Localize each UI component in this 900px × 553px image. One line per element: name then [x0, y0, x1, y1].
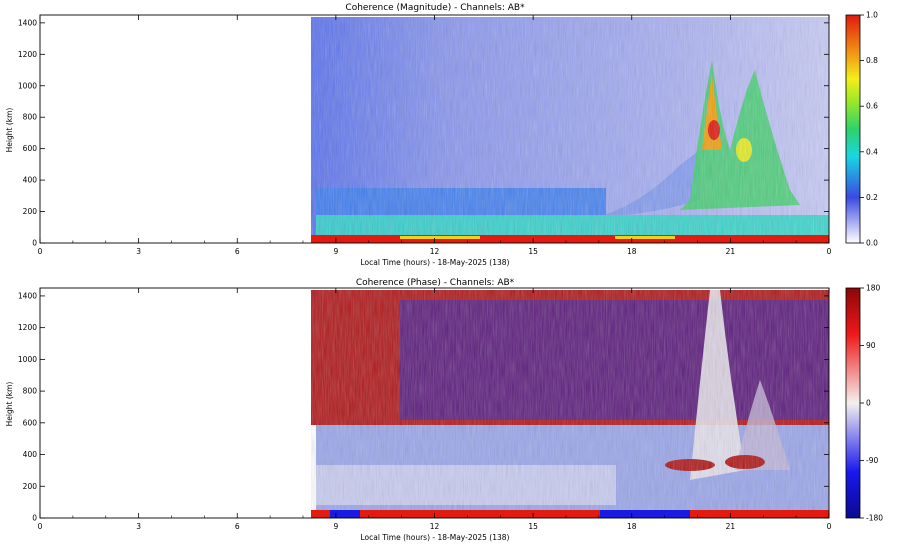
x-tick-label: 0: [827, 522, 832, 531]
x-tick-label: 9: [333, 247, 338, 256]
x-tick-label: 0: [827, 247, 832, 256]
magnitude-heatmap: [311, 17, 829, 243]
magnitude-colorbar: 0.0 0.2 0.4 0.6 0.8 1.0: [845, 11, 878, 248]
colorbar-tick-label: -180: [866, 514, 883, 523]
magnitude-title: Coherence (Magnitude) - Channels: AB*: [345, 3, 525, 13]
magnitude-ground-yellow-2: [615, 236, 675, 239]
phase-heatmap: [311, 290, 829, 518]
y-tick-label: 1400: [18, 291, 37, 300]
x-tick-label: 0: [38, 247, 43, 256]
x-tick-label: 6: [235, 247, 240, 256]
x-tick-label: 3: [136, 522, 141, 531]
x-tick-label: 15: [528, 247, 538, 256]
phase-ground-blue-2: [600, 510, 690, 518]
y-tick-label: 800: [23, 113, 38, 122]
magnitude-panel: Coherence (Magnitude) - Channels: AB* 0 3…: [5, 3, 878, 267]
phase-ground-blue-1: [330, 510, 360, 518]
magnitude-xlabel: Local Time (hours) - 18-May-2025 (138): [361, 258, 510, 267]
colorbar-tick-label: 0.0: [866, 239, 878, 248]
phase-title: Coherence (Phase) - Channels: AB*: [356, 278, 515, 288]
y-tick-label: 200: [23, 482, 38, 491]
magnitude-texture: [311, 17, 829, 235]
colorbar-tick-label: 90: [866, 341, 876, 350]
x-tick-label: 18: [627, 522, 637, 531]
x-tick-label: 15: [528, 522, 538, 531]
y-tick-label: 1200: [18, 50, 37, 59]
phase-panel: Coherence (Phase) - Channels: AB* 0 3 6 9 12…: [5, 278, 883, 542]
magnitude-ground-return: [311, 235, 829, 243]
phase-ground-return: [311, 510, 829, 518]
y-tick-label: 400: [23, 450, 38, 459]
y-tick-label: 800: [23, 387, 38, 396]
colorbar-tick-label: 180: [866, 284, 881, 293]
colorbar-tick-label: 0.2: [866, 193, 878, 202]
colorbar-tick-label: 0.4: [866, 147, 878, 156]
y-tick-label: 600: [23, 144, 38, 153]
x-tick-label: 6: [235, 522, 240, 531]
y-tick-label: 0: [32, 239, 37, 248]
x-tick-label: 3: [136, 247, 141, 256]
magnitude-ground-yellow: [400, 236, 480, 239]
y-tick-label: 600: [23, 418, 38, 427]
colorbar-tick-label: 0.6: [866, 102, 878, 111]
colorbar-tick-label: 1.0: [866, 11, 878, 20]
colorbar-tick-label: 0.8: [866, 56, 878, 65]
y-tick-label: 1000: [18, 355, 37, 364]
phase-xlabel: Local Time (hours) - 18-May-2025 (138): [361, 533, 510, 542]
x-tick-label: 12: [430, 247, 440, 256]
y-tick-label: 400: [23, 176, 38, 185]
y-tick-label: 1400: [18, 18, 37, 27]
magnitude-colorbar-ticks: 0.0 0.2 0.4 0.6 0.8 1.0: [860, 11, 878, 248]
y-tick-label: 200: [23, 207, 38, 216]
phase-texture: [311, 290, 829, 510]
x-tick-label: 12: [430, 522, 440, 531]
x-tick-label: 21: [726, 522, 736, 531]
x-tick-label: 21: [726, 247, 736, 256]
x-tick-label: 18: [627, 247, 637, 256]
phase-colorbar: -180 -90 0 90 180: [845, 284, 883, 523]
phase-colorbar-strip: [845, 287, 861, 519]
magnitude-ylabel: Height (km): [5, 108, 14, 153]
magnitude-colorbar-strip: [845, 14, 861, 244]
colorbar-tick-label: 0: [866, 399, 871, 408]
y-tick-label: 1000: [18, 81, 37, 90]
colorbar-tick-label: -90: [866, 456, 878, 465]
x-tick-label: 0: [38, 522, 43, 531]
y-tick-label: 0: [32, 514, 37, 523]
phase-colorbar-ticks: -180 -90 0 90 180: [860, 284, 883, 523]
x-tick-label: 9: [333, 522, 338, 531]
y-tick-label: 1200: [18, 323, 37, 332]
phase-ylabel: Height (km): [5, 382, 14, 427]
